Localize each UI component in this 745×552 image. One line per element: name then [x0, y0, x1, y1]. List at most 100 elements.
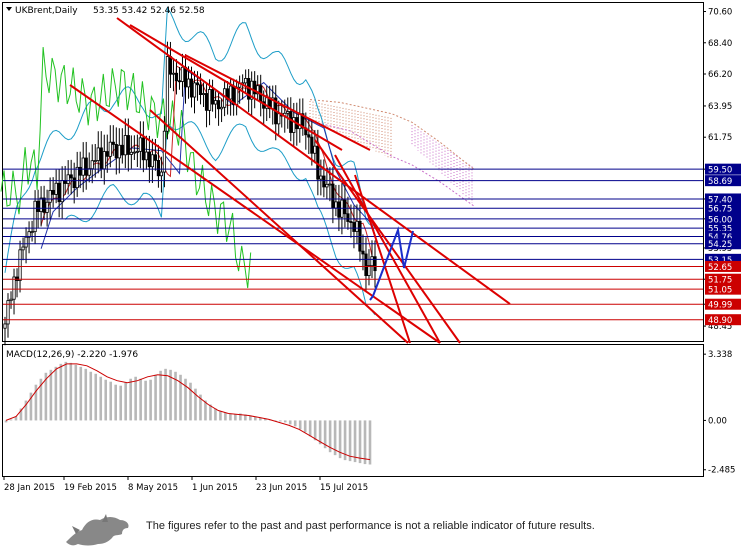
symbol-label: UKBrent,Daily — [15, 6, 78, 16]
macd-bar — [4, 420, 8, 423]
level-label: 58.69 — [708, 177, 732, 187]
macd-bar — [249, 415, 252, 421]
macd-bar — [59, 363, 63, 421]
candle-body — [337, 201, 341, 218]
candle-body — [216, 100, 221, 110]
candle-body — [36, 200, 40, 212]
macd-bar — [159, 370, 162, 421]
trend-lines — [69, 17, 511, 344]
candle-body — [286, 111, 290, 114]
macd-bar — [263, 418, 267, 421]
date-axis: 28 Jan 2015 19 Feb 2015 8 May 2015 1 Jun 20… — [3, 476, 368, 493]
macd-bar — [24, 400, 28, 421]
macd-bar — [368, 420, 372, 465]
candle-body — [229, 85, 233, 100]
level-label: 54.76 — [708, 233, 732, 243]
trend-line — [69, 84, 441, 344]
macd-bar — [99, 376, 103, 421]
candle-body — [3, 323, 7, 329]
candle-body — [322, 175, 326, 188]
macd-bar — [69, 362, 73, 421]
level-label-bg — [705, 222, 741, 234]
level-label: 57.40 — [708, 195, 732, 205]
price-tick-label: 61.75 — [708, 133, 732, 143]
candle-body — [150, 154, 154, 168]
date-tick-label: 8 May 2015 — [128, 483, 178, 493]
macd-bar — [154, 374, 157, 421]
macd-bar — [54, 366, 58, 421]
macd-bar — [219, 411, 222, 421]
candle-body — [108, 141, 112, 157]
candle-body — [117, 144, 121, 159]
candle-body — [147, 151, 151, 168]
candle-body — [207, 89, 212, 111]
macd-bar — [308, 420, 312, 437]
price-tick-label: 66.20 — [708, 70, 732, 80]
macd-bar — [9, 419, 13, 421]
macd-bar — [358, 420, 362, 464]
level-label-bg — [705, 253, 741, 265]
macd-bar — [179, 374, 182, 421]
candle-body — [210, 89, 215, 105]
level-lines — [3, 168, 703, 321]
date-tick-label: 1 Jun 2015 — [192, 483, 238, 493]
candle-body — [120, 144, 124, 156]
macd-bar — [64, 361, 68, 421]
candle-body — [370, 256, 374, 267]
macd-bar — [134, 376, 137, 421]
candle-body — [45, 201, 49, 213]
macd-bar — [109, 381, 113, 421]
level-label: 56.75 — [708, 205, 732, 215]
cloud-edge — [309, 99, 475, 170]
candle-body — [6, 300, 10, 325]
level-label-bg — [705, 273, 741, 285]
cloud-edge — [309, 120, 475, 207]
candle-body — [48, 189, 52, 203]
candle-body — [99, 147, 103, 170]
level-label-bg — [705, 314, 741, 326]
macd-bar — [89, 371, 93, 421]
projection-path — [369, 226, 414, 301]
macd-bar — [79, 366, 83, 421]
date-tick-label: 28 Jan 2015 — [4, 483, 55, 493]
macd-bar — [14, 416, 18, 421]
candle-body — [93, 160, 97, 162]
candle-body — [126, 135, 130, 155]
macd-bar — [184, 378, 187, 421]
candle-body — [334, 201, 338, 209]
candle-body — [328, 183, 332, 186]
macd-bar — [39, 378, 43, 421]
trend-line — [149, 109, 409, 344]
macd-bar — [348, 420, 352, 462]
trend-line — [129, 24, 343, 151]
macd-bar — [214, 408, 217, 421]
macd-bar — [124, 382, 127, 421]
macd-bar — [259, 417, 262, 421]
candle-body — [189, 78, 194, 98]
candle-body — [367, 265, 371, 277]
candle-body — [123, 135, 127, 156]
candle-body — [343, 199, 347, 215]
macd-bar — [313, 420, 317, 441]
macd-bar — [303, 420, 307, 433]
macd-bar — [343, 420, 347, 461]
level-label-bg — [705, 283, 741, 295]
macd-bar — [94, 373, 98, 421]
candle-body — [18, 249, 22, 281]
candle-body — [90, 160, 94, 170]
macd-bar — [363, 420, 367, 465]
macd-bar — [194, 388, 197, 421]
macd-bar — [199, 394, 202, 421]
macd-bar — [204, 400, 207, 421]
macd-bar — [254, 416, 257, 421]
candle-body — [39, 197, 43, 212]
candle-body — [289, 111, 293, 133]
level-label: 54.25 — [708, 240, 732, 250]
bull-logo-icon — [66, 514, 129, 546]
macd-bar — [239, 413, 242, 421]
macd-bar — [283, 420, 287, 423]
candle-body — [219, 106, 224, 110]
candle-body — [9, 298, 13, 302]
macd-pane: 3.338 0.00 -2.485 — [4, 350, 735, 476]
candle-body — [105, 151, 109, 157]
